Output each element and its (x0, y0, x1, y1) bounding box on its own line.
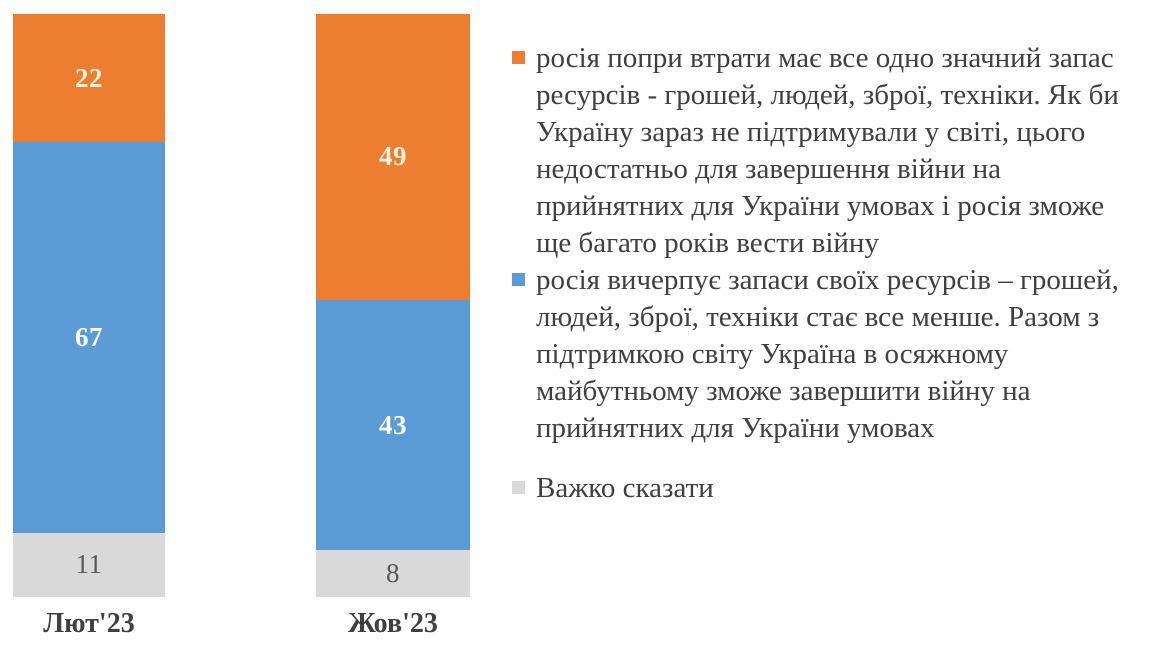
segment-value-label: 49 (379, 141, 407, 172)
bar-segment-russia-has-resources: 22 (13, 14, 165, 143)
legend-label: росія вичерпує запаси своїх ресурсів – г… (536, 264, 1119, 444)
legend: росія попри втрати має все одно значний … (512, 40, 1144, 507)
legend-label: росія попри втрати має все одно значний … (536, 42, 1119, 259)
legend-swatch-orange-icon (512, 51, 525, 64)
bar-segment-russia-depleting: 67 (13, 142, 165, 533)
legend-swatch-blue-icon (512, 273, 525, 286)
legend-swatch-gray-icon (512, 481, 525, 494)
legend-item-hard-to-say: Важко сказати (512, 470, 1144, 507)
segment-value-label: 8 (386, 558, 400, 589)
bar-segment-russia-has-resources: 49 (316, 14, 470, 300)
segment-value-label: 11 (75, 549, 103, 580)
bar-feb23: 22 67 11 (13, 14, 165, 597)
bar-segment-hard-to-say: 8 (316, 550, 470, 597)
bar-segment-hard-to-say: 11 (13, 532, 165, 597)
x-axis-label-oct23: Жов'23 (348, 608, 438, 639)
x-axis-label-feb23: Лют'23 (43, 608, 135, 639)
bar-oct23: 49 43 8 (316, 14, 470, 597)
legend-label: Важко сказати (536, 472, 714, 504)
segment-value-label: 43 (379, 409, 407, 440)
segment-value-label: 22 (75, 62, 103, 93)
legend-item-russia-has-resources: росія попри втрати має все одно значний … (512, 40, 1144, 262)
bar-segment-russia-depleting: 43 (316, 299, 470, 551)
legend-item-russia-depleting: росія вичерпує запаси своїх ресурсів – г… (512, 262, 1144, 447)
segment-value-label: 67 (75, 322, 103, 353)
